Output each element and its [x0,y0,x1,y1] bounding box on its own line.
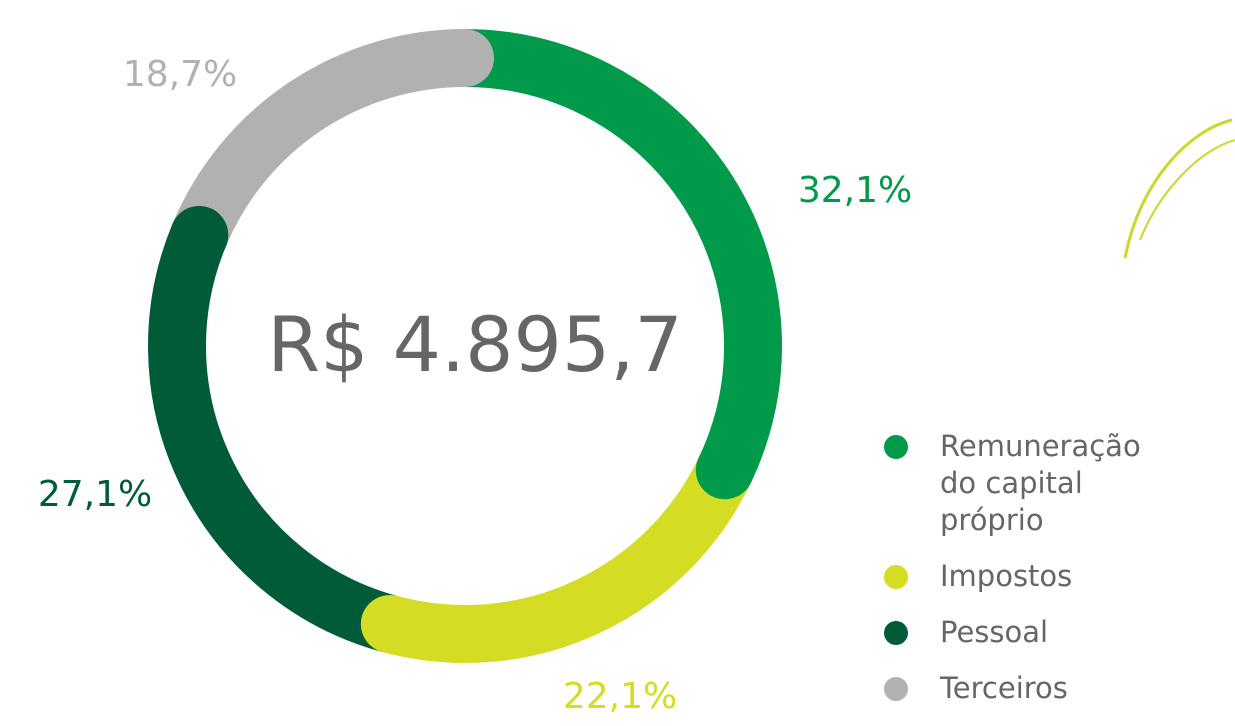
donut-segment [382,457,751,663]
value-label: 22,1% [563,676,677,717]
legend: Remuneração do capital próprio Impostos Pe… [880,428,1180,726]
segment-cap [436,29,494,87]
legend-label: Pessoal [940,615,1049,649]
value-label: 18,7% [123,54,237,95]
legend-swatch [884,677,908,701]
donut-segment [172,29,466,247]
legend-label: Remuneração do capital próprio [940,429,1141,537]
legend-label: Impostos [940,559,1073,593]
segment-cap [170,205,229,264]
legend-label: Terceiros [940,671,1068,705]
legend-item: Impostos [880,558,1180,595]
legend-swatch [884,565,908,589]
legend-item: Remuneração do capital próprio [880,428,1180,539]
segment-cap [695,441,754,500]
decor-curve [1123,118,1233,259]
value-label: 27,1% [38,474,152,515]
legend-swatch [884,435,908,459]
legend-item: Pessoal [880,614,1180,651]
legend-swatch [884,621,908,645]
decor-curve [1139,139,1235,241]
donut-segment [148,223,398,653]
center-label: R$ 4.895,7 [267,300,682,389]
donut-segment [464,29,782,483]
segment-cap [360,595,419,654]
legend-item: Terceiros [880,670,1180,707]
value-label: 32,1% [798,170,912,211]
